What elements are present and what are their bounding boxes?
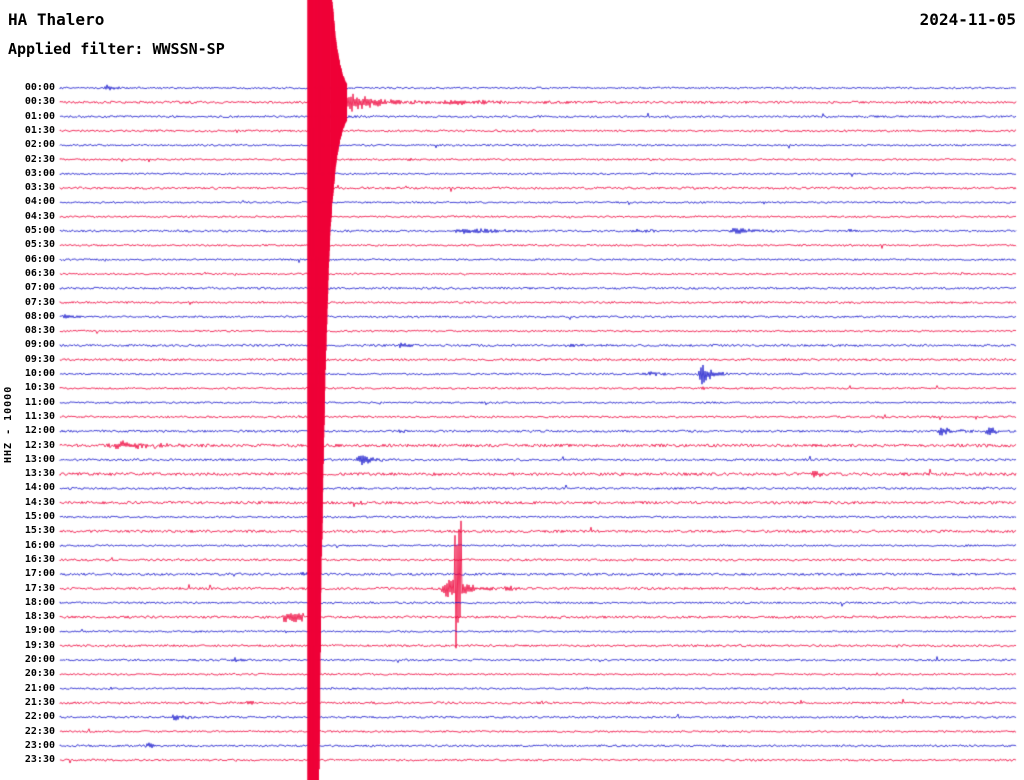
channel-label: HHZ - 10000 (3, 385, 14, 463)
filter-label: Applied filter: WWSSN-SP (8, 40, 225, 58)
station-title: HA Thalero (8, 10, 105, 29)
header: HA Thalero Applied filter: WWSSN-SP (8, 10, 225, 58)
date-label: 2024-11-05 (919, 10, 1016, 29)
